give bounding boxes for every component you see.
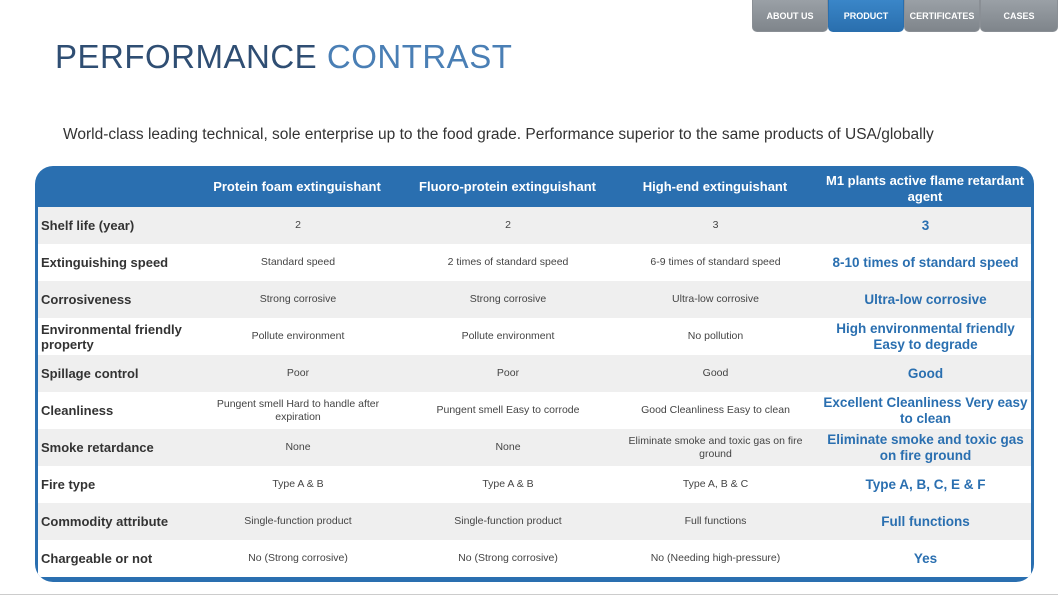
table-cell: Strong corrosive [469,293,547,305]
table-cell: Strong corrosive [259,293,337,305]
row-label: Extinguishing speed [41,255,169,270]
row-label: Environmental friendly property [41,321,182,352]
row-label: Fire type [41,477,96,492]
row-label: Cleanliness [41,403,114,418]
table-row: Commodity attribute Single-function produ… [38,503,1031,540]
header-m1-agent: M1 plants active flame retardant agent [826,172,1024,204]
tab-product[interactable]: PRODUCT [828,0,904,32]
row-label: Shelf life (year) [41,218,135,233]
tab-about-us[interactable]: ABOUT US [752,0,828,32]
table-cell: 3 [921,217,930,233]
table-cell: None [495,441,521,453]
table-body: Shelf life (year) 2 2 3 3 Extinguishing speed… [38,207,1031,577]
row-label: Smoke retardance [41,440,154,455]
table-cell: Poor [286,367,310,379]
table-cell: Type A, B, C, E & F [865,476,986,492]
table-cell: Full functions [684,515,747,527]
page-subtitle: World-class leading technical, sole ente… [63,126,934,143]
comparison-table: Protein foam extinguishant Fluoro-protei… [35,166,1034,582]
table-cell: Pungent smell Easy to corrode [436,404,580,416]
table-cell: 2 times of standard speed [447,256,569,268]
table-row: Shelf life (year) 2 2 3 3 [38,207,1031,244]
page-title-part2: CONTRAST [326,38,513,75]
table-cell: Single-function product [244,515,352,527]
table-cell: Excellent Cleanliness Very easy to clean [823,394,1028,426]
table-cell: Eliminate smoke and toxic gas on fire gr… [628,434,803,460]
table-cell: Pungent smell Hard to handle after expir… [216,397,380,423]
row-label: Corrosiveness [41,292,132,307]
table-cell: 8-10 times of standard speed [832,254,1019,270]
table-cell: 2 [295,219,301,231]
table-cell: High environmental friendly Easy to degr… [836,320,1015,352]
tab-cases[interactable]: CASES [980,0,1058,32]
tab-certificates[interactable]: CERTIFICATES [904,0,980,32]
table-cell: No pollution [687,330,744,342]
table-cell: 6-9 times of standard speed [650,256,781,268]
table-row: Chargeable or not No (Strong corrosive) No… [38,540,1031,577]
table-cell: Type A, B & C [682,478,749,490]
page-title: PERFORMANCE CONTRAST [55,38,512,76]
table-cell: No (Needing high-pressure) [650,552,781,564]
table-cell: Ultra-low corrosive [672,293,759,305]
table-cell: Good [702,367,729,379]
table-cell: Full functions [881,513,970,529]
table-cell: None [285,441,311,453]
page-title-part1: PERFORMANCE [55,38,327,75]
table-cell: No (Strong corrosive) [248,552,348,564]
table-cell: Type A & B [272,478,324,490]
table-cell: 3 [712,219,719,231]
table-row: Cleanliness Pungent smell Hard to handle … [38,392,1031,429]
table-cell: Poor [496,367,520,379]
table-cell: No (Strong corrosive) [458,552,558,564]
bottom-divider [0,594,1058,595]
table-row: Environmental friendly property Pollute e… [38,318,1031,355]
table-cell: Ultra-low corrosive [864,291,987,307]
table-cell: Pollute environment [251,330,345,342]
header-fluoro-protein: Fluoro-protein extinguishant [419,178,596,194]
table-cell: Good [907,365,944,381]
row-label: Chargeable or not [41,551,153,566]
table-cell: Good Cleanliness Easy to clean [641,404,790,416]
table-cell: Type A & B [482,478,534,490]
table-row: Spillage control Poor Poor Good Good [38,355,1031,392]
table-cell: Pollute environment [461,330,555,342]
table-row: Fire type Type A & B Type A & B Type A, B &… [38,466,1031,503]
table-cell: 2 [505,219,511,231]
table-row: Smoke retardance None None Eliminate smoke … [38,429,1031,466]
table-cell: Eliminate smoke and toxic gas on fire gr… [827,431,1024,463]
table-cell: Standard speed [260,256,336,268]
row-label: Commodity attribute [41,514,169,529]
table-cell: Yes [913,550,938,566]
header-high-end: High-end extinguishant [642,178,788,194]
table-cell: Single-function product [454,515,562,527]
header-protein-foam: Protein foam extinguishant [213,178,381,194]
table-row: Extinguishing speed Standard speed 2 times… [38,244,1031,281]
table-row: Corrosiveness Strong corrosive Strong corr… [38,281,1031,318]
top-nav: ABOUT US PRODUCT CERTIFICATES CASES [752,0,1058,33]
row-label: Spillage control [41,366,139,381]
